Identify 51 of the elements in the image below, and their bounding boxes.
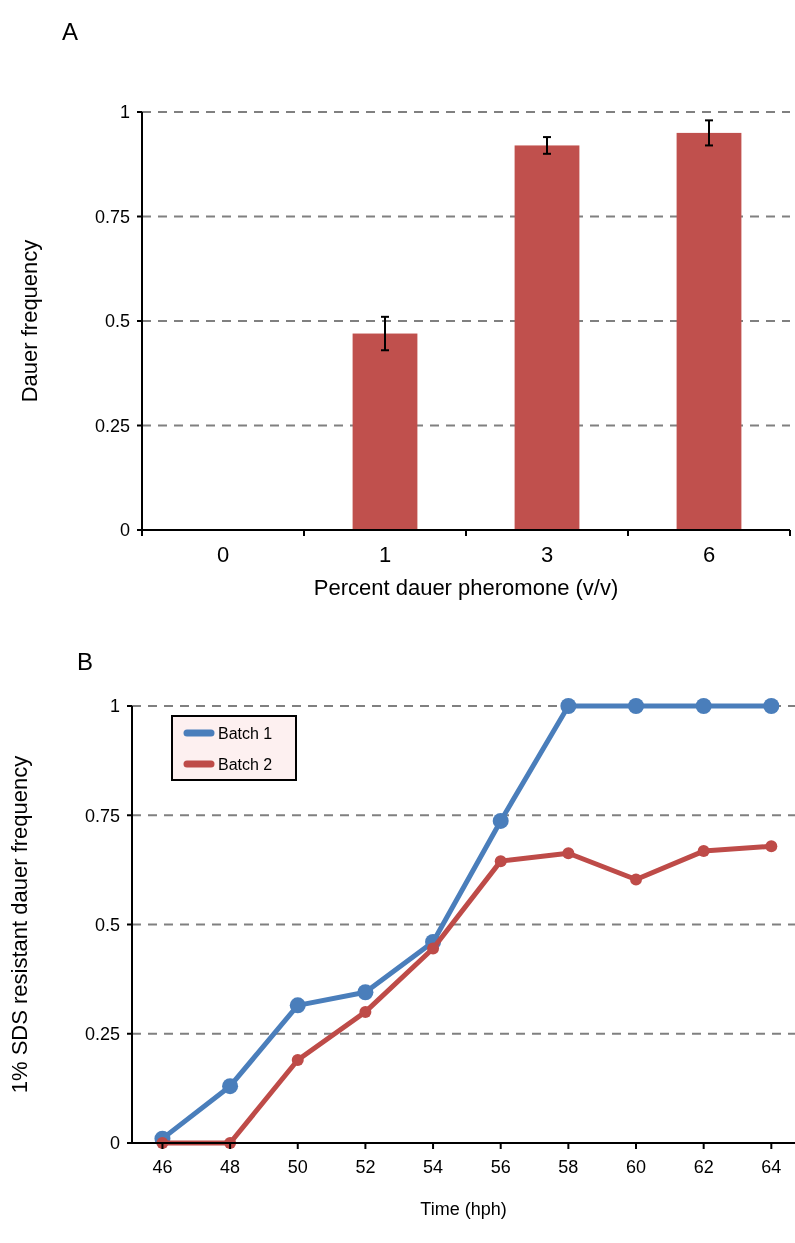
x-tick-label: 48 <box>220 1157 241 1177</box>
point <box>289 997 306 1014</box>
bar <box>352 333 418 530</box>
point <box>628 698 645 714</box>
chart-title: A <box>61 18 79 45</box>
x-tick-label: 50 <box>287 1157 308 1177</box>
x-tick-label: 56 <box>490 1157 511 1177</box>
x-tick-label: 3 <box>540 542 554 567</box>
x-axis-title: Percent dauer pheromone (v/v) <box>313 575 619 600</box>
y-axis-title: Dauer frequency <box>17 239 42 403</box>
bar <box>676 132 742 530</box>
y-tick-label: 0.75 <box>94 206 130 227</box>
y-axis-title: 1% SDS resistant dauer frequency <box>7 755 32 1094</box>
x-tick-label: 64 <box>761 1157 782 1177</box>
y-tick-label: 0 <box>109 1133 120 1154</box>
x-tick-label: 52 <box>355 1157 376 1177</box>
point <box>560 698 577 714</box>
chart-title: B <box>76 648 94 675</box>
y-tick-label: 0.25 <box>84 1024 120 1045</box>
y-tick-label: 1 <box>119 102 130 123</box>
y-tick-label: 0.5 <box>94 914 120 935</box>
point <box>291 1053 304 1066</box>
point <box>357 984 374 1001</box>
x-tick-label: 0 <box>216 542 230 567</box>
x-tick-label: 46 <box>152 1157 173 1177</box>
bar <box>514 145 580 530</box>
y-tick-label: 0.5 <box>104 311 130 332</box>
point <box>697 845 710 858</box>
y-tick-label: 0.75 <box>84 805 120 826</box>
y-tick-label: 0.25 <box>94 415 130 436</box>
x-axis-title: Time (hph) <box>420 1199 507 1219</box>
point <box>763 698 780 714</box>
point <box>562 847 575 860</box>
x-tick-label: 60 <box>626 1157 647 1177</box>
y-tick-label: 0 <box>119 520 130 541</box>
point <box>695 698 712 714</box>
x-tick-label: 58 <box>558 1157 579 1177</box>
point <box>494 855 507 868</box>
y-tick-label: 1 <box>109 696 120 717</box>
x-tick-label: 1 <box>378 542 392 567</box>
x-tick-label: 54 <box>423 1157 444 1177</box>
point <box>359 1005 372 1018</box>
point <box>630 873 643 886</box>
point <box>427 942 440 955</box>
x-tick-label: 62 <box>693 1157 714 1177</box>
legend-label: Batch 1 <box>218 724 273 742</box>
legend-label: Batch 2 <box>218 755 273 773</box>
x-tick-label: 6 <box>702 542 716 567</box>
point <box>765 840 778 853</box>
point <box>492 812 509 829</box>
point <box>222 1078 239 1095</box>
